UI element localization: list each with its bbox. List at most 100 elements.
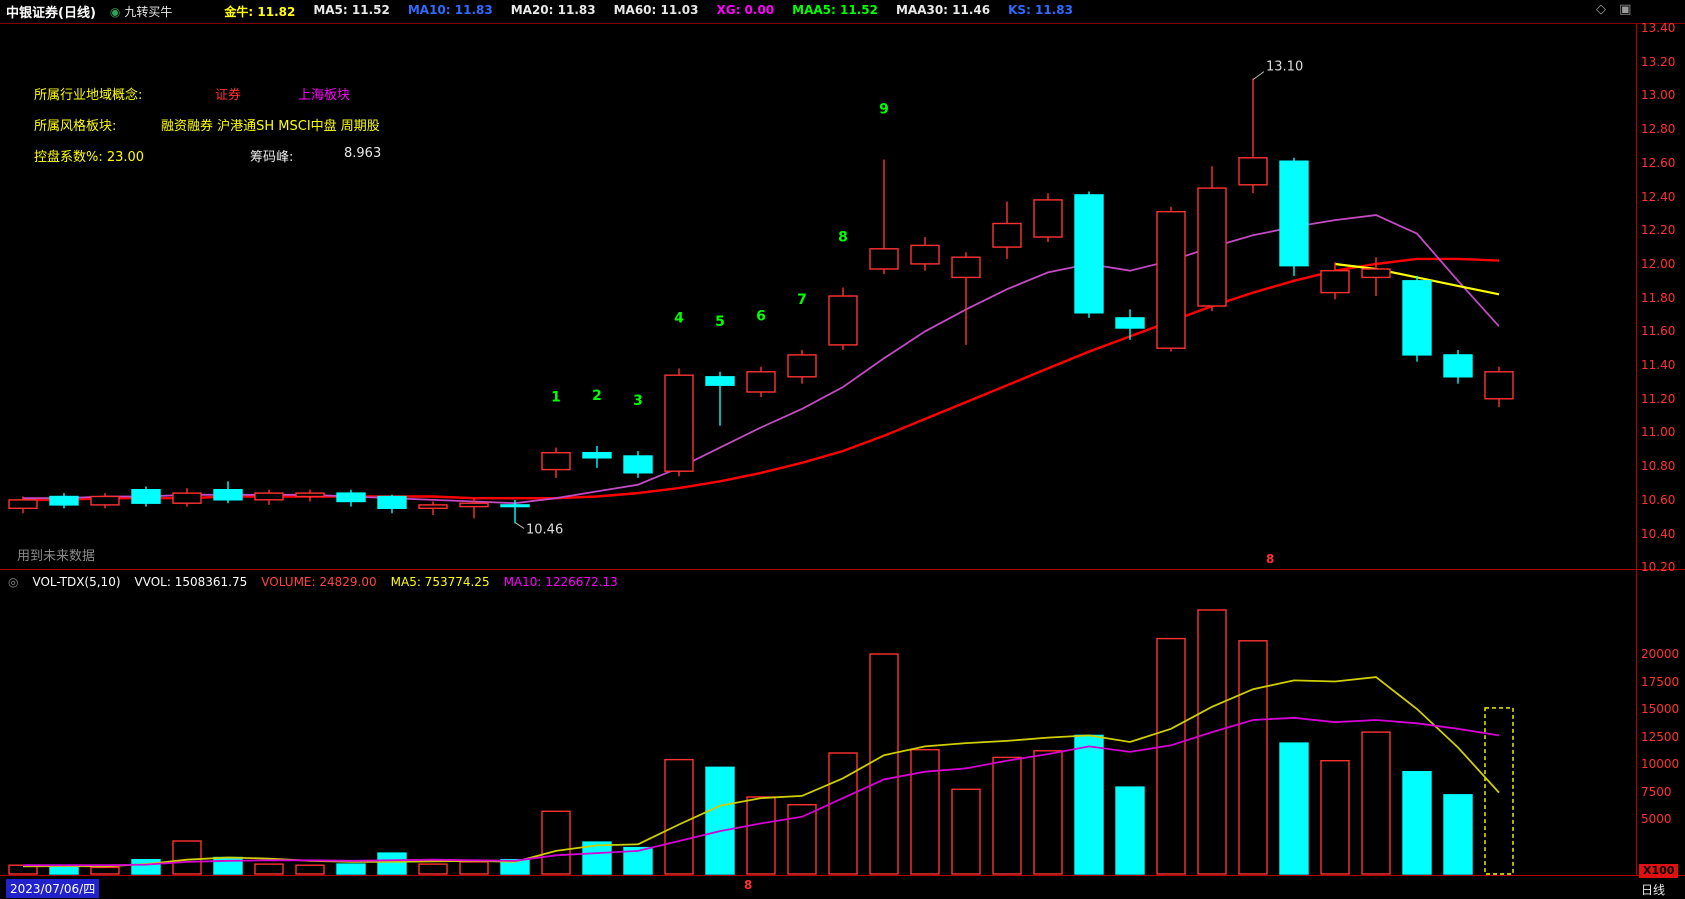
volume-bar [1361, 731, 1391, 875]
volume-bar [1197, 609, 1227, 875]
price-axis-label: 12.60 [1641, 156, 1676, 170]
chip-peak-label: 筹码峰: [250, 150, 294, 165]
indicator-value: MA5: 11.52 [313, 3, 390, 17]
stock-title: 中银证券(日线) [6, 6, 96, 21]
volume-indicator-value: VOLUME: 24829.00 [261, 575, 377, 589]
volume-bar [1320, 759, 1350, 875]
volume-bar [254, 863, 284, 875]
pane-divider[interactable] [0, 569, 1685, 570]
candle [90, 495, 120, 506]
volume-bar [1443, 794, 1473, 875]
indicator-circle-icon[interactable]: ◉ [109, 4, 121, 19]
industry-link[interactable]: 证券 [215, 88, 242, 103]
price-axis-label: 11.80 [1641, 291, 1676, 305]
volume-bar [1074, 734, 1104, 875]
volume-values: VOL-TDX(5,10) VVOL: 1508361.75 VOLUME: 248… [32, 575, 617, 589]
collapse-indicator-icon[interactable]: ◎ [8, 575, 19, 589]
candle [1361, 268, 1391, 279]
ma-line [23, 716, 1500, 867]
volume-indicator-value: VVOL: 1508361.75 [134, 575, 248, 589]
style-value[interactable]: 融资融券 沪港通SH MSCI中盘 周期股 [161, 119, 380, 134]
volume-bar [500, 859, 530, 875]
price-axis-label: 10.60 [1641, 493, 1676, 507]
volume-bar [664, 758, 694, 875]
candle [1484, 371, 1514, 400]
nine-turn-number: 8 [838, 230, 848, 246]
volume-bar [172, 840, 202, 875]
price-axis-label: 13.00 [1641, 88, 1676, 102]
candle [623, 455, 653, 474]
indicator-value: KS: 11.83 [1008, 3, 1073, 17]
volume-indicator-value: MA10: 1226672.13 [503, 575, 618, 589]
volume-chart-svg[interactable] [0, 569, 1637, 875]
region-link[interactable]: 上海板块 [298, 88, 351, 103]
annotation-pointer [514, 521, 525, 529]
candle [295, 492, 325, 498]
titlebar-tools: ◇ ▣ [1596, 2, 1640, 17]
candle [1320, 269, 1350, 294]
volume-bar [49, 865, 79, 875]
volume-bar [459, 861, 489, 875]
volume-bar [869, 653, 899, 875]
nine-turn-number: 5 [715, 314, 725, 330]
style-label: 所属风格板块: [34, 119, 117, 134]
price-axis-label: 11.20 [1641, 392, 1676, 406]
indicator-value: MAA5: 11.52 [792, 3, 878, 17]
indicator-value: MAA30: 11.46 [895, 3, 991, 17]
volume-bar [377, 852, 407, 875]
candle [1074, 194, 1104, 314]
candle [869, 248, 899, 270]
candle [664, 374, 694, 472]
volume-header: ◎ VOL-TDX(5,10) VVOL: 1508361.75 VOLUME: 2… [8, 575, 618, 589]
nine-turn-number: 6 [756, 309, 766, 325]
candle [131, 489, 161, 504]
date-label[interactable]: 2023/07/06/四 [6, 879, 100, 898]
volume-axis-label: 20000 [1641, 647, 1680, 661]
indicator-value: MA10: 11.83 [407, 3, 493, 17]
volume-axis-label: 15000 [1641, 702, 1680, 716]
main-chart-svg[interactable]: 1 2 3 4 5 6 7 8 9 13.10 10.46 [0, 23, 1637, 569]
candle [213, 489, 243, 501]
candle [336, 492, 366, 503]
nine-turn-number: 9 [879, 102, 889, 118]
indicator-value: 金牛: 11.82 [224, 5, 296, 19]
volume-bar [1238, 640, 1268, 875]
volume-bar [90, 866, 120, 875]
candle [459, 502, 489, 508]
volume-bar [541, 810, 571, 875]
ma-line [22, 676, 1500, 868]
candle [418, 504, 448, 509]
sell-signal-marker: 8 [744, 878, 753, 892]
candle [1402, 280, 1432, 356]
top-indicator-bar: 中银证券(日线) ◉ 九转买牛 金牛: 11.82 MA5: 11.52 MA10:… [0, 0, 1685, 24]
sell-signal-marker: 8 [1266, 552, 1275, 566]
volume-bar [910, 748, 940, 875]
nine-turn-number: 1 [551, 390, 561, 406]
volume-bar [1156, 637, 1186, 875]
period-label[interactable]: 日线 [1641, 883, 1666, 897]
price-axis-label: 10.80 [1641, 459, 1676, 473]
nine-turn-number: 2 [592, 388, 602, 404]
candle [500, 504, 530, 508]
indicator-name[interactable]: 九转买牛 [124, 5, 173, 19]
window-tool-icon[interactable]: ▣ [1619, 2, 1632, 17]
price-axis-label: 12.40 [1641, 190, 1676, 204]
bottom-divider [0, 875, 1685, 876]
candle [541, 452, 571, 471]
volume-bar [746, 796, 776, 875]
price-axis-label: 12.00 [1641, 257, 1676, 271]
price-axis-label: 11.40 [1641, 358, 1676, 372]
volume-axis-label: 7500 [1641, 785, 1672, 799]
volume-bar [705, 766, 735, 875]
volume-axis-label: 12500 [1641, 730, 1680, 744]
industry-label: 所属行业地域概念: [34, 88, 143, 103]
candle [992, 222, 1022, 248]
volume-indicator-value: MA5: 753774.25 [390, 575, 490, 589]
candle [951, 256, 981, 279]
diamond-tool-icon[interactable]: ◇ [1596, 2, 1606, 17]
price-axis-label: 12.20 [1641, 223, 1676, 237]
volume-bar [1033, 750, 1063, 875]
volume-bar [787, 803, 817, 875]
price-axis-line [1636, 23, 1637, 876]
